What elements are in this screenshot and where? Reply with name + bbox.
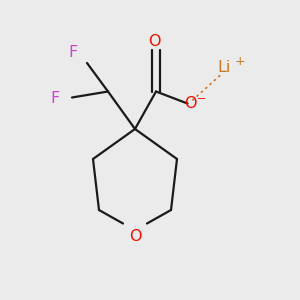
Text: Li: Li <box>218 60 231 75</box>
Text: F: F <box>51 91 60 106</box>
Text: F: F <box>69 45 78 60</box>
Text: +: + <box>235 55 245 68</box>
Text: O: O <box>184 96 197 111</box>
Text: −: − <box>197 94 206 104</box>
Text: O: O <box>148 34 161 49</box>
Text: O: O <box>129 229 141 244</box>
